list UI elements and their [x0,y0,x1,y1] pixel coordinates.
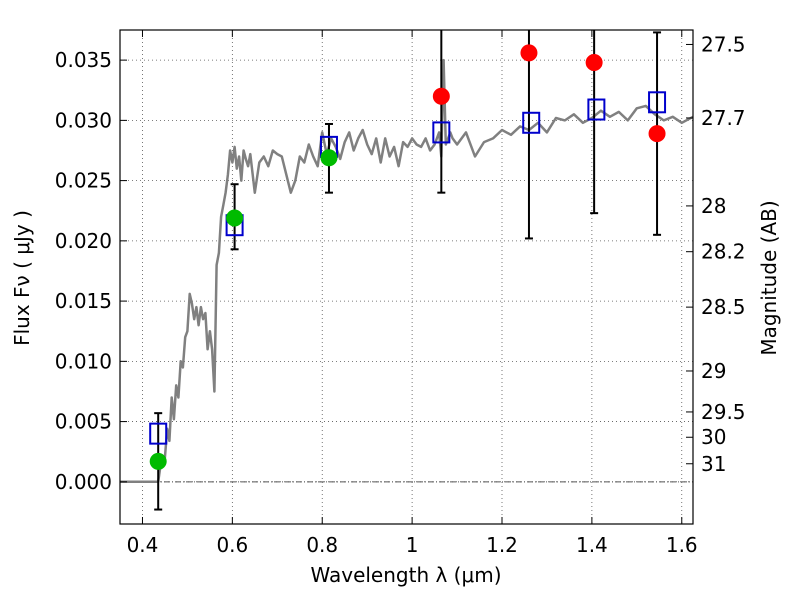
y2-tick-label: 28.5 [701,295,746,319]
x-tick-label: 1.6 [666,533,698,557]
y2-tick-label: 29 [701,359,726,383]
y-tick-label: 0.025 [55,169,112,193]
tick-layer: 0.4 0.6 0.8 1 1.2 1.4 1.6 0.000 0.005 0.010 0.015 0… [55,30,746,557]
y-tick-label: 0.005 [55,410,112,434]
x-axis-label: Wavelength λ (μm) [310,563,501,587]
x-tick-label: 0.4 [127,533,159,557]
filled-circle-marker [226,209,244,227]
x-tick-label: 1.4 [576,533,608,557]
y2-tick-label: 28.2 [701,240,746,264]
y-tick-label: 0.020 [55,229,112,253]
marker-layer [149,44,667,470]
y-tick-label: 0.000 [55,470,112,494]
x-tick-label: 0.8 [306,533,338,557]
y2-tick-label: 28 [701,194,726,218]
y2-tick-label: 30 [701,425,726,449]
y-tick-label: 0.010 [55,349,112,373]
filled-circle-marker [320,149,338,167]
errorbar-layer [154,30,662,511]
y2-axis-label: Magnitude (AB) [757,200,781,355]
y2-tick-label: 27.5 [701,32,746,56]
y-axis-label: Flux Fν ( μJy ) [10,210,34,346]
spectrum-layer [120,58,694,484]
filled-circle-marker [648,125,666,143]
plot-frame [119,29,694,525]
open-square-marker [149,422,168,445]
open-square-marker [648,91,667,114]
y-tick-label: 0.015 [55,289,112,313]
y-tick-label: 0.030 [55,108,112,132]
filled-circle-marker [432,87,450,105]
spectrum-line [120,58,694,484]
y-tick-label: 0.035 [55,48,112,72]
y2-tick-label: 31 [701,452,726,476]
open-square-marker [522,111,541,134]
grid-layer [120,30,693,524]
filled-circle-marker [585,54,603,72]
y2-tick-label: 27.7 [701,106,746,130]
y2-tick-label: 29.5 [701,400,746,424]
open-square-marker [432,121,451,144]
filled-circle-marker [149,452,167,470]
open-square-marker [587,98,606,121]
filled-circle-marker [520,44,538,62]
x-tick-label: 1.2 [486,533,518,557]
x-tick-label: 0.6 [216,533,248,557]
x-tick-label: 1 [406,533,419,557]
